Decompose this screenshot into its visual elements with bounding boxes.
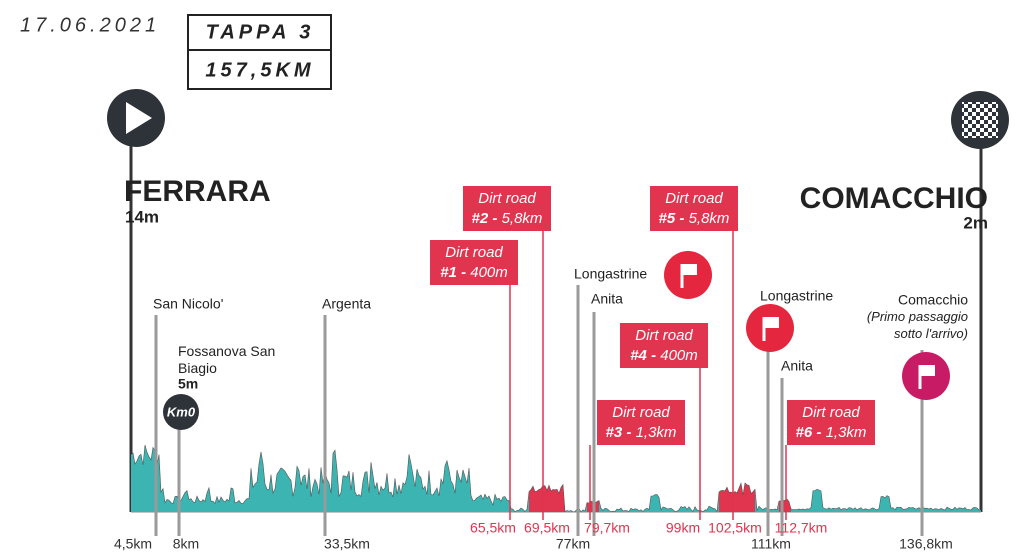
dirt-road-title: Dirt road <box>612 404 670 421</box>
profile-outline <box>130 444 982 513</box>
dirt-road-detail: #1 - 400m <box>440 264 508 281</box>
dirt-road-number: #1 - <box>440 264 466 281</box>
dirt-road-box <box>430 240 518 285</box>
finish-altitude: 2m <box>963 213 988 232</box>
km-label: 77km <box>556 536 590 552</box>
finish-checkered <box>962 102 998 138</box>
stage-distance: 157,5KM <box>205 59 314 81</box>
km0-badge <box>163 394 199 430</box>
km-label: 111km <box>751 536 791 552</box>
km-label: 8km <box>173 536 199 552</box>
dirt-road-box <box>463 186 551 231</box>
finish-city: COMACCHIO <box>800 182 988 215</box>
dirt-road-detail: #3 - 1,3km <box>606 424 677 441</box>
flag-cloth <box>920 365 935 376</box>
dirt-road-title: Dirt road <box>802 404 860 421</box>
km-label: 136,8km <box>899 536 953 552</box>
dirt-road-detail: #2 - 5,8km <box>472 210 543 227</box>
profile-area <box>131 445 981 512</box>
place-name: Argenta <box>322 296 371 312</box>
dirt-road-length: 400m <box>470 264 508 281</box>
km0-label: Km0 <box>167 404 196 419</box>
dirt-road-title: Dirt road <box>665 190 723 207</box>
dirt-road-length: 5,8km <box>502 210 543 227</box>
dirt-road-detail: #6 - 1,3km <box>796 424 867 441</box>
dirt-road-length: 5,8km <box>689 210 730 227</box>
place-name: Comacchio <box>898 292 968 308</box>
dirt-road-number: #2 - <box>472 210 498 227</box>
dirt-road-number: #5 - <box>659 210 685 227</box>
start-altitude: 14m <box>125 207 159 226</box>
place-name: San Nicolo' <box>153 296 223 312</box>
place-name: Anita <box>591 291 623 307</box>
dirt-road-box <box>597 400 685 445</box>
dirt-road-box <box>620 323 708 368</box>
dirt-km-label: 102,5km <box>708 520 762 536</box>
dirt-road-box <box>787 400 875 445</box>
start-play-icon <box>126 102 152 134</box>
dirt-road-box <box>650 186 738 231</box>
start-city: FERRARA <box>124 175 271 208</box>
dirt-road-length: 400m <box>660 347 698 364</box>
dirt-road-title: Dirt road <box>445 244 503 261</box>
stage-number: TAPPA 3 <box>206 21 315 43</box>
place-name: Longastrine <box>760 288 833 304</box>
flag-cloth <box>764 317 779 328</box>
dirt-road-number: #3 - <box>606 424 632 441</box>
km-label: 4,5km <box>114 536 152 552</box>
dirt-segment <box>529 484 565 512</box>
dirt-road-number: #6 - <box>796 424 822 441</box>
place-note: (Primo passaggio sotto l'arrivo) <box>867 309 968 341</box>
dirt-road-title: Dirt road <box>478 190 536 207</box>
dirt-road-detail: #5 - 5,8km <box>659 210 730 227</box>
dirt-km-label: 79,7km <box>584 520 630 536</box>
dirt-km-label: 99km <box>666 520 700 536</box>
place-name: Longastrine <box>574 266 647 282</box>
dirt-km-label: 112,7km <box>775 520 828 536</box>
dirt-road-length: 1,3km <box>826 424 867 441</box>
place-name: Fossanova San Biagio <box>178 343 275 376</box>
place-altitude: 5m <box>178 376 198 392</box>
dirt-km-label: 69,5km <box>524 520 570 536</box>
dirt-road-number: #4 - <box>630 347 656 364</box>
dirt-road-detail: #4 - 400m <box>630 347 698 364</box>
flag-cloth <box>682 264 697 275</box>
date: 17.06.2021 <box>20 14 160 36</box>
km-label: 33,5km <box>324 536 370 552</box>
dirt-km-label: 65,5km <box>470 520 516 536</box>
dirt-road-length: 1,3km <box>636 424 677 441</box>
dirt-road-title: Dirt road <box>635 327 693 344</box>
place-name: Anita <box>781 358 813 374</box>
stage-box <box>187 14 332 90</box>
